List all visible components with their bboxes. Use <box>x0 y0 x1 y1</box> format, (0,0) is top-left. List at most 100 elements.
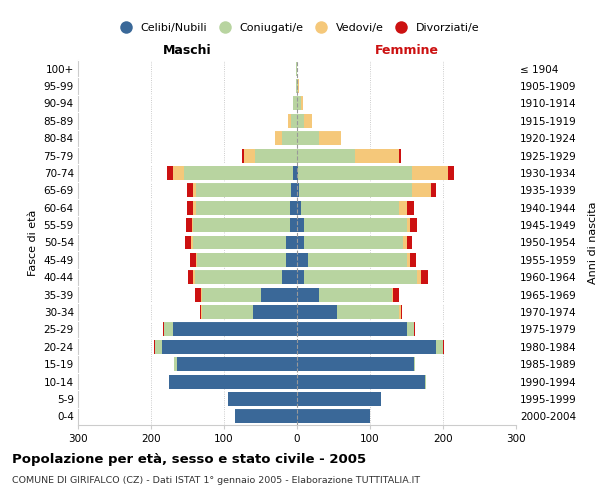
Bar <box>410 218 418 232</box>
Bar <box>176 357 297 371</box>
Bar <box>296 79 297 93</box>
Bar <box>407 322 414 336</box>
Bar <box>260 288 297 302</box>
Bar <box>297 374 425 388</box>
Bar <box>290 218 297 232</box>
Bar <box>293 96 297 110</box>
Bar <box>297 322 407 336</box>
Bar <box>291 184 297 198</box>
Bar <box>297 218 304 232</box>
Bar <box>410 253 416 267</box>
Bar <box>412 166 448 180</box>
Bar <box>394 288 399 302</box>
Bar <box>407 201 414 214</box>
Bar <box>283 270 297 284</box>
Text: COMUNE DI GIRIFALCO (CZ) - Dati ISTAT 1° gennaio 2005 - Elaborazione TUTTITALIA.: COMUNE DI GIRIFALCO (CZ) - Dati ISTAT 1°… <box>12 476 420 485</box>
Bar <box>399 201 407 214</box>
Bar <box>425 374 426 388</box>
Bar <box>297 236 304 250</box>
Legend: Celibi/Nubili, Coniugati/e, Vedovi/e, Divorziati/e: Celibi/Nubili, Coniugati/e, Vedovi/e, Di… <box>110 18 484 37</box>
Bar <box>244 148 254 162</box>
Bar <box>297 270 304 284</box>
Text: Maschi: Maschi <box>163 44 212 58</box>
Y-axis label: Fasce di età: Fasce di età <box>28 210 38 276</box>
Bar <box>308 253 407 267</box>
Bar <box>192 218 193 232</box>
Bar <box>297 253 308 267</box>
Bar <box>184 166 293 180</box>
Bar <box>301 201 399 214</box>
Bar <box>412 184 431 198</box>
Bar <box>414 357 415 371</box>
Bar <box>297 96 301 110</box>
Bar <box>297 392 381 406</box>
Bar <box>290 201 297 214</box>
Bar <box>187 184 193 198</box>
Bar <box>186 218 192 232</box>
Bar <box>193 236 286 250</box>
Bar <box>297 305 337 319</box>
Bar <box>418 270 421 284</box>
Bar <box>319 288 392 302</box>
Bar <box>304 114 311 128</box>
Bar <box>414 322 415 336</box>
Bar <box>297 410 370 424</box>
Bar <box>193 201 196 214</box>
Bar <box>200 305 202 319</box>
Bar <box>297 166 298 180</box>
Y-axis label: Anni di nascita: Anni di nascita <box>588 201 598 284</box>
Bar <box>173 166 184 180</box>
Bar <box>297 288 319 302</box>
Bar <box>304 236 403 250</box>
Bar <box>200 288 202 302</box>
Bar <box>291 114 297 128</box>
Bar <box>195 270 283 284</box>
Bar <box>337 305 399 319</box>
Bar <box>193 184 196 198</box>
Bar <box>196 201 290 214</box>
Bar <box>297 184 299 198</box>
Bar <box>275 132 283 145</box>
Bar <box>193 270 195 284</box>
Bar <box>155 340 162 353</box>
Bar <box>436 340 443 353</box>
Bar <box>196 184 291 198</box>
Bar <box>421 270 428 284</box>
Bar <box>169 374 297 388</box>
Bar <box>286 236 297 250</box>
Bar <box>185 236 191 250</box>
Bar <box>297 79 298 93</box>
Bar <box>197 253 286 267</box>
Bar <box>154 340 155 353</box>
Bar <box>253 305 297 319</box>
Bar <box>162 340 297 353</box>
Bar <box>227 392 297 406</box>
Bar <box>297 357 414 371</box>
Bar <box>297 148 355 162</box>
Bar <box>187 201 193 214</box>
Bar <box>399 305 401 319</box>
Bar <box>202 288 260 302</box>
Bar <box>188 270 193 284</box>
Bar <box>296 62 297 76</box>
Bar <box>167 166 173 180</box>
Bar <box>242 148 244 162</box>
Bar <box>401 305 402 319</box>
Bar <box>293 166 297 180</box>
Bar <box>190 253 196 267</box>
Bar <box>319 132 341 145</box>
Bar <box>407 218 410 232</box>
Bar <box>299 184 412 198</box>
Bar <box>304 218 407 232</box>
Bar <box>304 270 418 284</box>
Bar <box>298 166 412 180</box>
Text: Popolazione per età, sesso e stato civile - 2005: Popolazione per età, sesso e stato civil… <box>12 452 366 466</box>
Bar <box>431 184 436 198</box>
Bar <box>443 340 445 353</box>
Bar <box>392 288 394 302</box>
Bar <box>298 79 299 93</box>
Bar <box>403 236 407 250</box>
Bar <box>297 132 319 145</box>
Bar <box>235 410 297 424</box>
Bar <box>399 148 401 162</box>
